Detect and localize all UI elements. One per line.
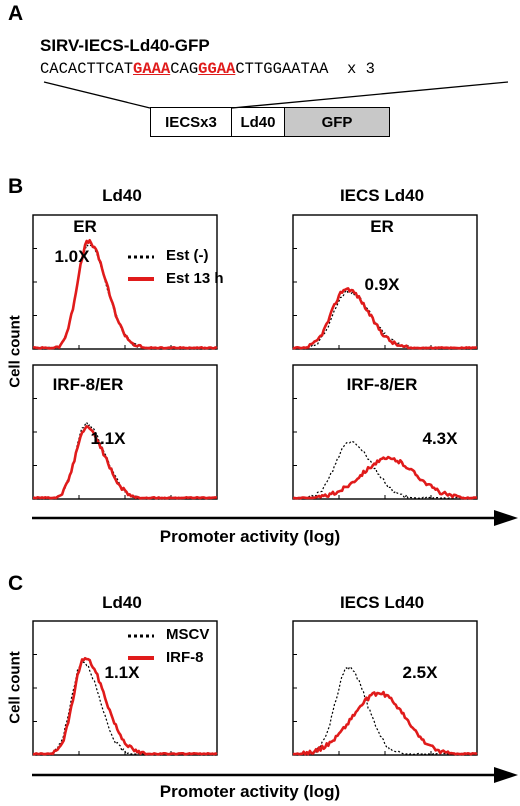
histogram-c-ld40: 1.1X bbox=[32, 620, 218, 756]
panel-c-col-title-ld40: Ld40 bbox=[102, 593, 142, 612]
histogram-series-red bbox=[32, 239, 218, 350]
condition-label: IRF-8/ER bbox=[53, 375, 124, 394]
fold-change-label: 1.1X bbox=[105, 663, 141, 682]
seq-repeat-count: x 3 bbox=[346, 60, 375, 78]
condition-label: ER bbox=[73, 217, 97, 236]
panel-b-y-label: Cell count bbox=[6, 315, 24, 388]
condition-label: ER bbox=[370, 217, 394, 236]
legend-label-irf8: IRF-8 bbox=[166, 649, 204, 666]
panel-b-x-axis-arrow bbox=[32, 510, 518, 526]
fold-change-label: 1.1X bbox=[91, 429, 127, 448]
condition-label: IRF-8/ER bbox=[347, 375, 418, 394]
histogram-series-black bbox=[292, 440, 478, 499]
panel-c-y-label: Cell count bbox=[6, 651, 24, 724]
panel-c-x-label: Promoter activity (log) bbox=[159, 782, 341, 801]
iecs-repeat-box: IECSx3 bbox=[150, 107, 232, 137]
histogram-series-red bbox=[292, 455, 478, 500]
histogram-series-red bbox=[33, 425, 218, 500]
panel-c-legend-swatches bbox=[128, 634, 154, 660]
histogram-series-red bbox=[32, 656, 218, 756]
legend-label-est-13h: Est 13 h bbox=[166, 270, 224, 287]
histogram-b-iecs-irf8er: IRF-8/ER 4.3X bbox=[292, 364, 478, 500]
seq-prefix: CACACTTCAT bbox=[40, 60, 134, 78]
seq-motif-1: GAAA bbox=[133, 60, 171, 78]
panel-c-col-title-iecs: IECS Ld40 bbox=[339, 593, 425, 612]
legend-label-mscv: MSCV bbox=[166, 626, 210, 643]
histogram-b-ld40-irf8er: IRF-8/ER 1.1X bbox=[32, 364, 218, 500]
panel-b-legend-swatches bbox=[128, 255, 154, 281]
histogram-series-black bbox=[292, 666, 478, 755]
panel-c-letter: C bbox=[8, 572, 24, 595]
construct-expansion-lines bbox=[43, 81, 509, 109]
histogram-c-iecs: 2.5X bbox=[292, 620, 478, 756]
fold-change-label: 4.3X bbox=[423, 429, 459, 448]
fold-change-label: 2.5X bbox=[403, 663, 439, 682]
histogram-b-ld40-er: ER 1.0X bbox=[32, 214, 218, 350]
ld40-promoter-box: Ld40 bbox=[231, 107, 285, 137]
legend-label-est-neg: Est (-) bbox=[166, 247, 209, 264]
panel-b-letter: B bbox=[8, 175, 24, 198]
panel-b-x-label: Promoter activity (log) bbox=[159, 527, 341, 546]
histogram-series-red bbox=[292, 690, 478, 756]
gfp-reporter-box: GFP bbox=[284, 107, 390, 137]
histogram-series-black bbox=[292, 289, 478, 349]
plot-frame bbox=[292, 620, 478, 756]
fold-change-label: 1.0X bbox=[55, 247, 91, 266]
expansion-line-left bbox=[43, 81, 151, 109]
repeat-sequence: CACACTTCATGAAACAGGGAACTTGGAATAA x 3 bbox=[40, 60, 375, 78]
seq-suffix: CTTGGAATAA bbox=[235, 60, 329, 78]
construct-name: SIRV-IECS-Ld40-GFP bbox=[40, 36, 210, 55]
histogram-b-iecs-er: ER 0.9X bbox=[292, 214, 478, 350]
panel-c-x-axis-arrow bbox=[32, 767, 518, 783]
seq-middle: CAG bbox=[170, 60, 199, 78]
panel-b-col-title-ld40: Ld40 bbox=[102, 186, 142, 205]
fold-change-label: 0.9X bbox=[365, 275, 401, 294]
histogram-series-black bbox=[32, 660, 217, 755]
seq-motif-2: GGAA bbox=[198, 60, 236, 78]
expansion-line-right bbox=[231, 81, 509, 109]
histogram-series-red bbox=[292, 287, 478, 350]
panel-b-col-title-iecs: IECS Ld40 bbox=[339, 186, 425, 205]
panel-a-letter: A bbox=[8, 2, 24, 25]
